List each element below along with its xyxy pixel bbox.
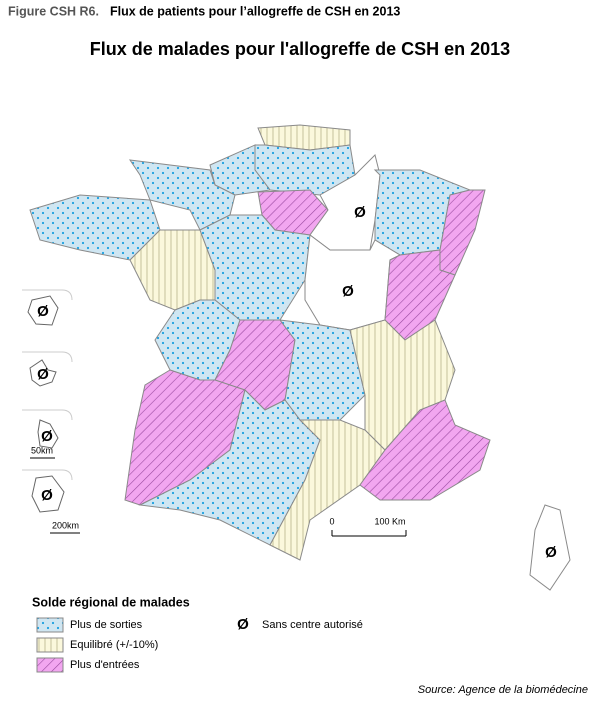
legend-label: Equilibré (+/-10%) bbox=[70, 639, 158, 651]
no-center-symbol: Ø bbox=[354, 204, 366, 221]
map-title: Flux de malades pour l'allogreffe de CSH… bbox=[90, 39, 510, 59]
no-center-symbol: Ø bbox=[545, 544, 557, 561]
no-center-symbols: Ø Ø Ø Ø Ø Ø Ø bbox=[37, 204, 557, 561]
legend-label: Plus de sorties bbox=[70, 619, 143, 631]
no-center-symbol: Ø bbox=[37, 366, 49, 383]
insets bbox=[22, 289, 80, 534]
source: Source: Agence de la biomédecine bbox=[418, 684, 588, 696]
inset-frame bbox=[22, 289, 73, 301]
legend: Plus de sorties Equilibré (+/-10%) Plus d'… bbox=[36, 616, 363, 673]
regions bbox=[29, 124, 571, 591]
legend-title: Solde régional de malades bbox=[32, 595, 190, 609]
scale-label: 0 bbox=[329, 516, 334, 526]
legend-swatch bbox=[36, 657, 64, 673]
region bbox=[529, 504, 571, 591]
no-center-symbol: Ø bbox=[41, 487, 53, 504]
region bbox=[269, 419, 386, 561]
inset-territory bbox=[37, 419, 59, 449]
inset-scale-label: 50km bbox=[31, 445, 53, 455]
no-center-symbol: Ø bbox=[41, 428, 53, 445]
inset-frame bbox=[22, 409, 73, 421]
region bbox=[309, 154, 381, 251]
inset-territory bbox=[29, 359, 57, 387]
legend-label: Plus d'entrées bbox=[70, 659, 140, 671]
figure-caption: Flux de patients pour l’allogreffe de CS… bbox=[110, 4, 400, 18]
inset-scale-label: 200km bbox=[52, 520, 79, 530]
legend-swatch bbox=[36, 617, 64, 633]
inset-frame bbox=[22, 469, 73, 481]
inset-territory bbox=[31, 475, 65, 513]
inset-territory bbox=[27, 295, 59, 326]
scale-label: 100 Km bbox=[374, 516, 405, 526]
no-center-symbol: Ø bbox=[37, 303, 49, 320]
inset-frame bbox=[22, 351, 73, 363]
region bbox=[359, 399, 491, 501]
no-center-symbol: Ø bbox=[342, 283, 354, 300]
legend-label: Sans centre autorisé bbox=[262, 619, 363, 631]
legend-swatch bbox=[36, 637, 64, 653]
figure-label: Figure CSH R6. bbox=[8, 4, 99, 18]
legend-symbol: Ø bbox=[237, 616, 249, 633]
scale-bar bbox=[331, 530, 407, 537]
